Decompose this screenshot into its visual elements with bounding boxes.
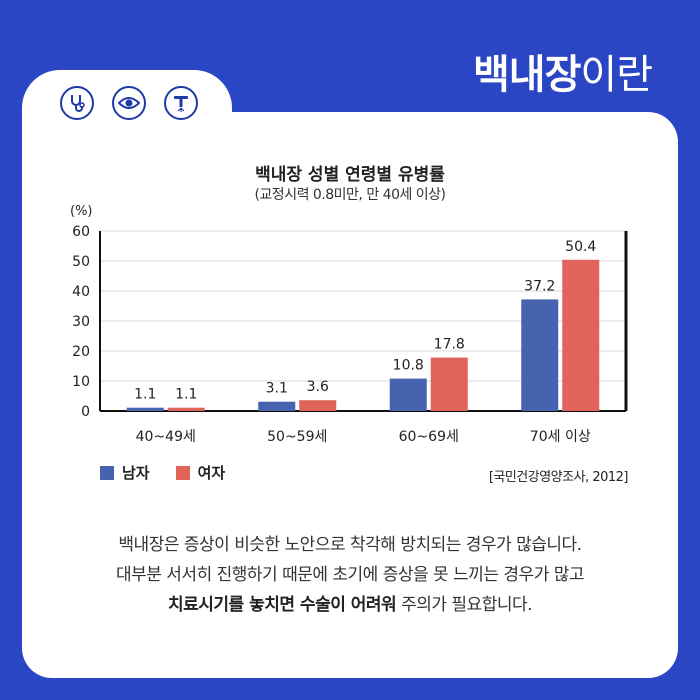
bar-female <box>299 400 337 411</box>
stethoscope-icon <box>60 86 94 120</box>
y-tick-label: 30 <box>72 314 90 330</box>
data-label: 17.8 <box>434 337 465 353</box>
data-label: 10.8 <box>393 358 424 374</box>
legend: 남자 여자 <box>100 462 225 483</box>
bar-male <box>126 407 164 411</box>
y-tick-label: 50 <box>72 254 90 270</box>
icon-row <box>60 86 198 120</box>
data-label: 1.1 <box>175 387 197 403</box>
legend-swatch-male <box>100 465 114 480</box>
description-line-3-rest: 주의가 필요합니다. <box>396 595 533 615</box>
chart-title: 백내장 성별 연령별 유병률 <box>255 165 445 185</box>
legend-item-female: 여자 <box>175 462 226 483</box>
bar-male <box>389 378 427 411</box>
description-line-2: 대부분 서서히 진행하기 때문에 초기에 증상을 못 느끼는 경우가 많고 <box>115 565 585 585</box>
data-label: 3.1 <box>266 381 288 397</box>
bar-male <box>521 299 559 411</box>
description-line-1: 백내장은 증상이 비슷한 노안으로 착각해 방치되는 경우가 많습니다. <box>118 535 582 555</box>
data-label: 3.6 <box>307 379 329 395</box>
description-emphasis: 치료시기를 놓치면 수술이 어려워 <box>167 595 397 615</box>
x-tick-label: 40~49세 <box>136 429 196 445</box>
y-tick-label: 20 <box>72 344 90 360</box>
bar-male <box>258 401 296 411</box>
description: 백내장은 증상이 비슷한 노안으로 착각해 방치되는 경우가 많습니다. 대부분… <box>0 530 700 620</box>
page-title: 백내장이란 <box>472 42 653 100</box>
bar-female <box>562 259 600 411</box>
bar-female <box>430 357 468 411</box>
title-bold: 백내장 <box>472 52 581 98</box>
bar-female <box>167 407 205 411</box>
legend-item-male: 남자 <box>100 462 150 483</box>
legend-label-female: 여자 <box>197 464 226 482</box>
source-citation: [국민건강영양조사, 2012] <box>488 470 629 485</box>
eye-icon <box>112 86 146 120</box>
legend-label-male: 남자 <box>122 464 150 482</box>
x-tick-label: 50~59세 <box>267 429 327 445</box>
legend-swatch-female <box>175 465 190 480</box>
x-tick-label: 60~69세 <box>399 429 459 445</box>
y-tick-label: 0 <box>81 404 90 420</box>
data-label: 1.1 <box>134 387 156 403</box>
title-light: 이란 <box>580 52 653 98</box>
y-axis-label: (%) <box>70 204 93 219</box>
description-line-3: 치료시기를 놓치면 수술이 어려워 주의가 필요합니다. <box>0 590 700 620</box>
data-label: 37.2 <box>524 278 555 294</box>
y-tick-label: 10 <box>72 374 90 390</box>
chart-subtitle: (교정시력 0.8미만, 만 40세 이상) <box>254 187 446 203</box>
y-tick-label: 40 <box>72 284 90 300</box>
y-tick-label: 60 <box>72 224 90 240</box>
x-tick-label: 70세 이상 <box>530 429 591 445</box>
data-label: 50.4 <box>565 239 596 255</box>
surgical-tool-icon <box>164 86 198 120</box>
